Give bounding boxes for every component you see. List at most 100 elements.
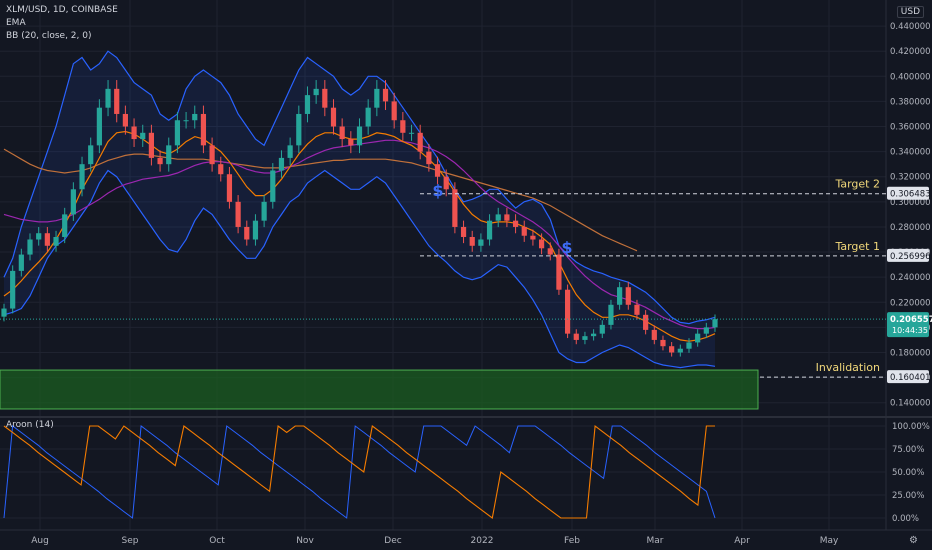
candle-body — [391, 101, 397, 121]
candle-body — [634, 304, 640, 315]
candle-body — [44, 233, 50, 246]
candle-body — [192, 113, 198, 121]
candle-body — [88, 145, 94, 165]
candle-body — [669, 346, 675, 353]
candle-body — [140, 132, 146, 140]
candle-body — [452, 189, 458, 227]
candle-body — [538, 239, 545, 249]
time-tick-label: Nov — [296, 536, 314, 546]
aroon-legend: Aroon (14) — [6, 420, 54, 430]
price-tick-label: 0.220000 — [890, 298, 931, 308]
candle-body — [287, 145, 293, 158]
candle-body — [235, 201, 241, 227]
candle-body — [270, 170, 276, 202]
candle-body — [209, 145, 215, 165]
candle-body — [252, 220, 259, 240]
candle-body — [183, 120, 189, 122]
price-tick-label: 0.380000 — [890, 97, 931, 107]
candle-body — [296, 113, 302, 146]
candle-body — [582, 336, 588, 340]
level-label-target1: Target 1 — [834, 240, 880, 253]
candle-body — [53, 236, 59, 246]
aroon-down-line — [3, 425, 716, 519]
candle-body — [573, 333, 579, 340]
candle-body — [365, 107, 371, 127]
candle-body — [148, 132, 155, 158]
target2-price-badge: 0.306483 — [887, 186, 931, 200]
aroon-tick-label: 50.00% — [892, 468, 924, 478]
candle-body — [10, 270, 16, 309]
candle-body — [660, 339, 666, 347]
svg-text:0.160401: 0.160401 — [890, 373, 931, 383]
candle-body — [304, 95, 311, 114]
candle-body — [1, 308, 7, 317]
bb-legend: BB (20, close, 2, 0) — [6, 31, 92, 41]
candle-body — [131, 126, 137, 140]
candle-body — [643, 314, 649, 330]
svg-text:0.256996: 0.256996 — [890, 252, 931, 262]
time-tick-label: Apr — [734, 536, 750, 546]
candle-body — [200, 113, 207, 146]
candle-body — [244, 226, 250, 240]
price-tick-label: 0.360000 — [890, 123, 931, 133]
candle-body — [556, 254, 562, 290]
price-tick-label: 0.180000 — [890, 348, 931, 358]
invalidation-zone — [0, 369, 759, 410]
aroon-tick-label: 0.00% — [892, 514, 919, 524]
ema-long-line — [3, 148, 638, 252]
candle-body — [18, 254, 24, 271]
candle-body — [157, 157, 163, 165]
candle-body — [591, 333, 597, 337]
time-tick-label: Sep — [122, 536, 139, 546]
candle-body — [278, 157, 285, 171]
time-tick-label: May — [820, 536, 839, 546]
candle-body — [417, 132, 423, 152]
candle-body — [625, 287, 631, 305]
price-tick-label: 0.140000 — [890, 399, 931, 409]
candle-body — [226, 174, 233, 202]
candle-body — [677, 348, 683, 353]
candle-body — [530, 235, 536, 240]
time-tick-label: Feb — [564, 536, 580, 546]
last-price-value: 0.206557 — [890, 315, 932, 325]
candle-body — [443, 176, 449, 190]
bb-upper-line — [3, 50, 716, 325]
price-tick-label: 0.280000 — [890, 223, 931, 233]
time-tick-label: 2022 — [471, 536, 494, 546]
currency-button[interactable]: USD — [896, 6, 924, 18]
aroon-tick-label: 25.00% — [892, 491, 924, 501]
aroon-tick-label: 100.00% — [892, 422, 930, 432]
candle-body — [686, 342, 692, 349]
candle-body — [382, 88, 389, 102]
candle-body — [218, 164, 224, 175]
gear-icon[interactable]: ⚙ — [909, 535, 918, 546]
time-tick-label: Mar — [647, 536, 664, 546]
candle-body — [703, 327, 709, 334]
price-tick-label: 0.400000 — [890, 72, 931, 82]
symbol-legend: XLM/USD, 1D, COINBASE — [6, 5, 118, 15]
time-tick-label: Dec — [384, 536, 401, 546]
candle-body — [426, 151, 432, 165]
candle-body — [261, 201, 267, 221]
ema-legend: EMA — [6, 18, 26, 28]
candle-body — [504, 214, 510, 221]
candle-body — [348, 139, 354, 146]
candle-body — [651, 329, 657, 340]
level-label-target2: Target 2 — [834, 178, 880, 191]
level-label-invalidation: Invalidation — [816, 361, 880, 374]
dollar-annotation: $ — [561, 238, 572, 257]
candle-body — [339, 126, 345, 140]
price-tick-label: 0.300000 — [890, 198, 931, 208]
candle-body — [486, 220, 493, 240]
candle-body — [322, 88, 328, 108]
price-tick-label: 0.320000 — [890, 173, 931, 183]
candle-body — [356, 126, 363, 146]
candle-body — [70, 189, 76, 215]
candle-body — [96, 107, 102, 146]
candle-body — [495, 214, 501, 221]
candle-body — [512, 220, 519, 227]
candle-body — [313, 88, 319, 96]
candle-body — [478, 239, 484, 246]
